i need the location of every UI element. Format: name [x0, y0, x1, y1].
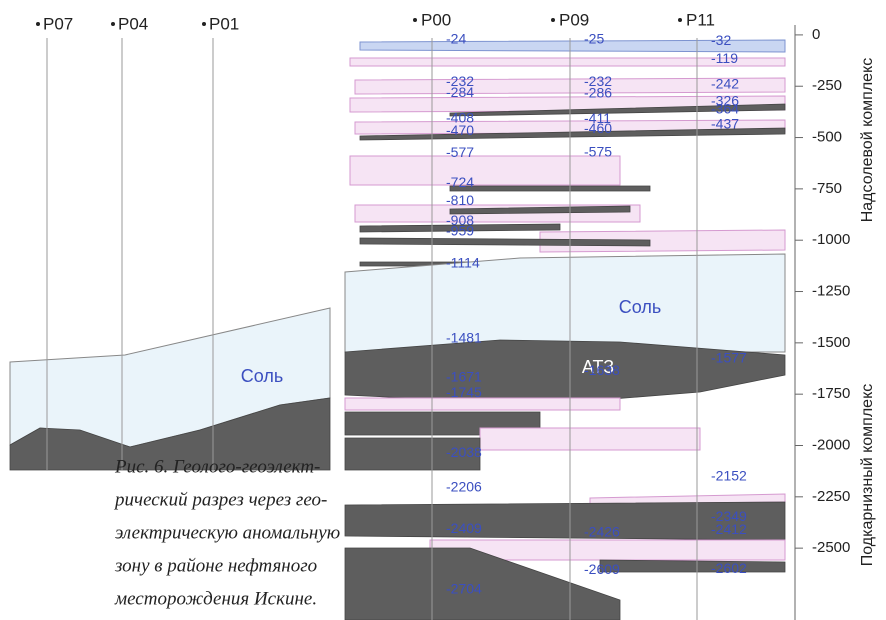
layer — [349, 57, 786, 67]
axis-label: Надсолевой комплекс — [859, 58, 876, 223]
depth-label: -1577 — [711, 349, 747, 365]
depth-label: -2349 — [711, 508, 747, 524]
depth-label: -724 — [446, 174, 474, 190]
well-dot — [413, 18, 417, 22]
depth-label: -232 — [446, 73, 474, 89]
depth-label: -577 — [446, 144, 474, 160]
depth-label: -2038 — [446, 444, 482, 460]
depth-label: -575 — [584, 144, 612, 160]
depth-label: -1671 — [446, 369, 482, 385]
depth-label: -2412 — [711, 521, 747, 537]
depth-label: -2206 — [446, 478, 482, 494]
subsalt-layer — [9, 397, 331, 471]
region-label: АТЗ — [582, 357, 614, 377]
well-label: P00 — [421, 10, 451, 29]
layer — [599, 559, 786, 573]
well-label: P04 — [118, 14, 148, 33]
y-tick-label: 0 — [812, 26, 820, 43]
depth-label: -411 — [584, 110, 611, 126]
well-label: P11 — [686, 10, 715, 29]
depth-label: -119 — [711, 50, 738, 66]
depth-label: -364 — [711, 100, 739, 116]
right-section — [344, 25, 796, 620]
y-tick-label: -2250 — [812, 488, 850, 505]
depth-label: -2409 — [446, 520, 482, 536]
depth-label: -286 — [584, 84, 612, 100]
depth-label: -460 — [584, 120, 612, 136]
depth-label: -2609 — [584, 561, 620, 577]
layer — [344, 547, 621, 620]
depth-label: -232 — [584, 73, 612, 89]
layer — [344, 437, 481, 471]
well-dot — [36, 22, 40, 26]
layer — [449, 185, 651, 192]
depth-label: -810 — [446, 192, 474, 208]
depth-label: -1481 — [446, 330, 482, 346]
depth-label: -1745 — [446, 384, 482, 400]
depth-label: -2426 — [584, 524, 620, 540]
well-dot — [551, 18, 555, 22]
caption-line: рический разрез через гео- — [113, 489, 327, 510]
salt-body — [344, 253, 786, 353]
layer — [349, 155, 621, 186]
depth-label: -408 — [446, 109, 474, 125]
layer — [479, 427, 701, 451]
depth-label: -1638 — [584, 362, 620, 378]
region-label: Соль — [619, 297, 662, 317]
depth-label: -959 — [446, 222, 474, 238]
depth-label: -242 — [711, 75, 739, 91]
well-label: P07 — [43, 14, 73, 33]
y-tick-label: -250 — [812, 77, 842, 94]
left-section — [9, 38, 331, 471]
axis-label: Подкарнизный комплекс — [859, 384, 876, 567]
y-tick-label: -500 — [812, 129, 842, 146]
layer — [359, 223, 561, 233]
well-dot — [202, 22, 206, 26]
depth-label: -908 — [446, 212, 474, 228]
well-dot — [111, 22, 115, 26]
y-tick-label: -2000 — [812, 436, 850, 453]
caption-line: Рис. 6. Геолого-геоэлект- — [114, 456, 320, 477]
depth-label: -24 — [446, 31, 466, 47]
caption-line: месторождения Искине. — [114, 588, 317, 609]
depth-label: -2152 — [711, 467, 747, 483]
depth-label: -326 — [711, 93, 739, 109]
layer — [344, 397, 621, 411]
y-tick-label: -1000 — [812, 231, 850, 248]
layer — [449, 103, 786, 117]
y-tick-label: -750 — [812, 180, 842, 197]
well-dot — [678, 18, 682, 22]
y-tick-label: -2500 — [812, 539, 850, 556]
y-tick-label: -1500 — [812, 334, 850, 351]
region-label: Соль — [241, 366, 284, 386]
well-label: P09 — [559, 10, 589, 29]
depth-label: -2602 — [711, 560, 747, 576]
y-tick-label: -1250 — [812, 282, 850, 299]
well-label: P01 — [209, 14, 239, 33]
depth-label: -1114 — [446, 254, 480, 270]
depth-label: -25 — [584, 31, 604, 47]
depth-label: -2704 — [446, 581, 482, 597]
depth-label: -437 — [711, 115, 739, 131]
caption-line: электрическую аномальную — [115, 522, 340, 543]
depth-label: -284 — [446, 84, 474, 100]
layer — [359, 127, 786, 141]
depth-label: -32 — [711, 32, 731, 48]
depth-label: -470 — [446, 122, 474, 138]
caption-line: зону в районе нефтяного — [114, 555, 317, 576]
y-tick-label: -1750 — [812, 385, 850, 402]
layer — [359, 39, 786, 53]
